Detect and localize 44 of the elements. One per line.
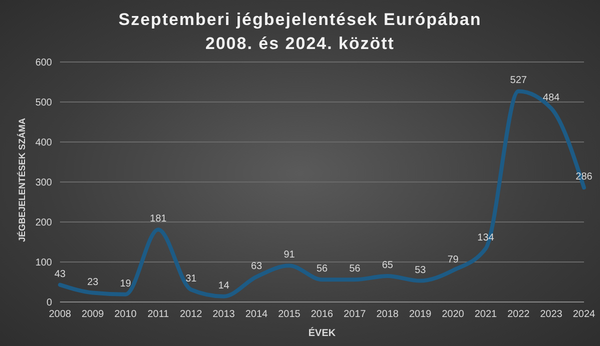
data-label: 19 [120, 278, 132, 290]
y-axis-title: JÉGBEJELENTÉSEK SZÁMA [17, 117, 28, 242]
data-label: 63 [250, 260, 262, 272]
y-tick-label: 600 [35, 58, 52, 69]
data-label: 91 [284, 250, 296, 261]
y-tick-label: 100 [35, 258, 52, 269]
y-tick-label: 0 [46, 298, 52, 309]
data-label: 79 [447, 254, 459, 266]
data-label: 56 [349, 264, 361, 275]
y-tick-label: 500 [35, 98, 52, 109]
y-tick-label: 200 [35, 218, 52, 229]
x-tick-label: 2008 [48, 309, 72, 320]
data-label: 43 [54, 268, 66, 280]
data-label: 134 [477, 232, 495, 244]
x-tick-label: 2013 [212, 309, 236, 320]
x-tick-label: 2017 [344, 309, 366, 320]
data-label: 65 [382, 260, 394, 271]
x-tick-label: 2024 [572, 309, 596, 320]
x-tick-label: 2010 [114, 309, 138, 320]
x-tick-label: 2023 [540, 309, 563, 320]
x-tick-label: 2021 [474, 309, 498, 320]
x-axis-title: ÉVEK [308, 327, 336, 339]
data-label: 31 [185, 274, 197, 285]
y-tick-label: 300 [35, 178, 52, 189]
x-tick-label: 2018 [376, 309, 400, 320]
x-tick-label: 2009 [82, 309, 104, 320]
x-tick-label: 2012 [180, 309, 203, 320]
chart-title: Szeptemberi jégbejelentések Európában 2008. és 2024. között [118, 9, 482, 55]
data-label: 181 [150, 214, 168, 225]
x-tick-label: 2016 [310, 309, 334, 320]
x-tick-label: 2011 [147, 309, 170, 320]
x-tick-label: 2019 [409, 309, 432, 320]
data-label: 286 [576, 172, 593, 183]
data-label: 23 [87, 276, 99, 288]
x-tick-label: 2022 [507, 309, 530, 320]
data-label: 527 [510, 75, 528, 86]
x-tick-label: 2015 [278, 309, 301, 320]
x-tick-label: 2014 [245, 309, 268, 320]
data-label: 484 [542, 92, 560, 104]
y-tick-label: 400 [35, 138, 52, 149]
data-label: 56 [316, 264, 328, 275]
data-label: 53 [414, 264, 426, 276]
x-tick-label: 2020 [442, 309, 465, 320]
data-label: 14 [218, 280, 230, 292]
